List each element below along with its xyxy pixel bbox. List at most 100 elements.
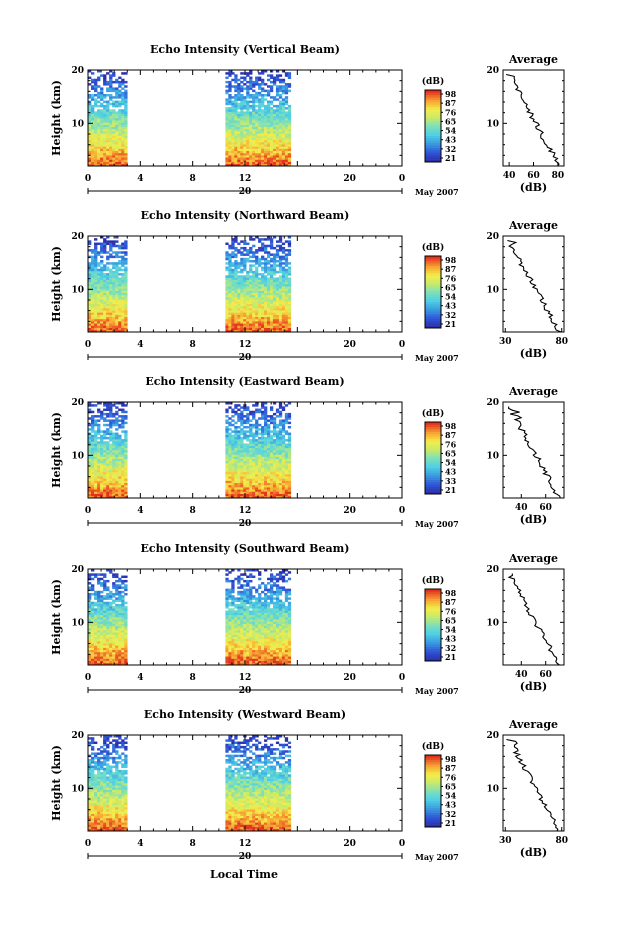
heatmap-cell bbox=[287, 85, 292, 88]
heatmap-cell bbox=[237, 656, 241, 659]
heatmap-cell bbox=[94, 318, 98, 322]
heatmap-cell bbox=[255, 463, 259, 466]
heatmap-cell bbox=[231, 242, 235, 246]
heatmap-cell bbox=[275, 458, 280, 462]
heatmap-cell bbox=[281, 423, 286, 427]
heatmap-cell bbox=[281, 484, 286, 488]
heatmap-cell bbox=[112, 277, 116, 280]
heatmap-cell bbox=[252, 98, 256, 101]
heatmap-cell bbox=[237, 266, 241, 270]
heatmap-cell bbox=[121, 606, 125, 609]
heatmap-cell bbox=[240, 314, 244, 318]
heatmap-cell bbox=[243, 102, 247, 106]
heatmap-cell bbox=[106, 402, 110, 405]
heatmap-cell bbox=[234, 98, 238, 101]
profile-y-tick-label: 20 bbox=[486, 232, 499, 242]
heatmap-cell bbox=[258, 450, 262, 453]
heatmap-cell bbox=[112, 144, 116, 147]
heatmap-cell bbox=[237, 491, 241, 494]
heatmap-cell bbox=[269, 277, 274, 280]
heatmap-cell bbox=[246, 292, 250, 296]
heatmap-cell bbox=[115, 308, 119, 311]
heatmap-cell bbox=[124, 614, 128, 618]
heatmap-cell bbox=[240, 98, 244, 101]
heatmap-cell bbox=[287, 159, 292, 162]
heatmap-cell bbox=[261, 654, 265, 657]
heatmap-cell bbox=[91, 284, 95, 287]
heatmap-cell bbox=[287, 83, 292, 86]
heatmap-cell bbox=[225, 148, 229, 152]
heatmap-cell bbox=[255, 157, 259, 160]
heatmap-cell bbox=[118, 495, 122, 499]
heatmap-cell bbox=[264, 150, 268, 154]
heatmap-cell bbox=[112, 478, 116, 481]
heatmap-cell bbox=[88, 658, 92, 661]
heatmap-cell bbox=[255, 255, 259, 259]
heatmap-cell bbox=[255, 80, 259, 84]
heatmap-cell bbox=[106, 471, 110, 475]
heatmap-cell bbox=[243, 264, 247, 267]
heatmap-cell bbox=[272, 454, 277, 457]
heatmap-cell bbox=[252, 658, 256, 661]
heatmap-cell bbox=[124, 584, 128, 587]
heatmap-cell bbox=[275, 163, 280, 167]
heatmap-cell bbox=[243, 489, 247, 492]
heatmap-cell bbox=[255, 649, 259, 653]
heatmap-cell bbox=[103, 124, 107, 128]
heatmap-cell bbox=[91, 476, 95, 479]
heatmap-cell bbox=[100, 621, 104, 624]
heatmap-cell bbox=[246, 115, 250, 119]
heatmap-cell bbox=[88, 656, 92, 659]
heatmap-cell bbox=[124, 575, 128, 579]
heatmap-cell bbox=[103, 482, 107, 486]
heatmap-cell bbox=[264, 469, 268, 473]
heatmap-cell bbox=[243, 305, 247, 309]
heatmap-cell bbox=[272, 428, 277, 431]
heatmap-cell bbox=[240, 325, 244, 328]
heatmap-cell bbox=[246, 122, 250, 125]
heatmap-cell bbox=[109, 656, 113, 659]
heatmap-cell bbox=[94, 126, 98, 130]
heatmap-cell bbox=[109, 297, 113, 300]
heatmap-cell bbox=[249, 290, 253, 294]
heatmap-cell bbox=[258, 249, 262, 252]
heatmap-cell bbox=[100, 161, 104, 165]
heatmap-cell bbox=[118, 465, 122, 468]
heatmap-cell bbox=[118, 126, 122, 130]
heatmap-cell bbox=[121, 493, 125, 497]
heatmap-cell bbox=[252, 454, 256, 457]
heatmap-cell bbox=[103, 662, 107, 666]
heatmap-cell bbox=[118, 463, 122, 466]
heatmap-cell bbox=[231, 152, 235, 156]
heatmap-cell bbox=[88, 445, 92, 449]
heatmap-cell bbox=[228, 120, 232, 123]
heatmap-cell bbox=[100, 634, 104, 637]
heatmap-cell bbox=[258, 83, 262, 86]
heatmap-cell bbox=[121, 575, 125, 579]
heatmap-cell bbox=[284, 137, 289, 141]
heatmap-cell bbox=[88, 292, 92, 296]
heatmap-cell bbox=[278, 262, 283, 265]
heatmap-cell bbox=[261, 327, 265, 331]
heatmap-cell bbox=[115, 658, 119, 661]
heatmap-cell bbox=[115, 406, 119, 409]
heatmap-cell bbox=[272, 128, 277, 132]
colorbar-segment bbox=[425, 479, 441, 483]
heatmap-cell bbox=[234, 443, 238, 446]
heatmap-cell bbox=[252, 305, 256, 309]
heatmap-cell bbox=[284, 651, 289, 655]
heatmap-cell bbox=[261, 489, 265, 492]
heatmap-cell bbox=[243, 460, 247, 464]
heatmap-cell bbox=[234, 404, 238, 407]
heatmap-cell bbox=[112, 275, 116, 278]
heatmap-cell bbox=[246, 120, 250, 123]
heatmap-cell bbox=[287, 450, 292, 453]
heatmap-cell bbox=[275, 137, 280, 141]
heatmap-cell bbox=[258, 277, 262, 280]
heatmap-cell bbox=[287, 133, 292, 136]
heatmap-cell bbox=[231, 495, 235, 499]
heatmap-cell bbox=[246, 456, 250, 460]
heatmap-cell bbox=[121, 476, 125, 479]
heatmap-cell bbox=[287, 432, 292, 436]
heatmap-cell bbox=[103, 493, 107, 497]
